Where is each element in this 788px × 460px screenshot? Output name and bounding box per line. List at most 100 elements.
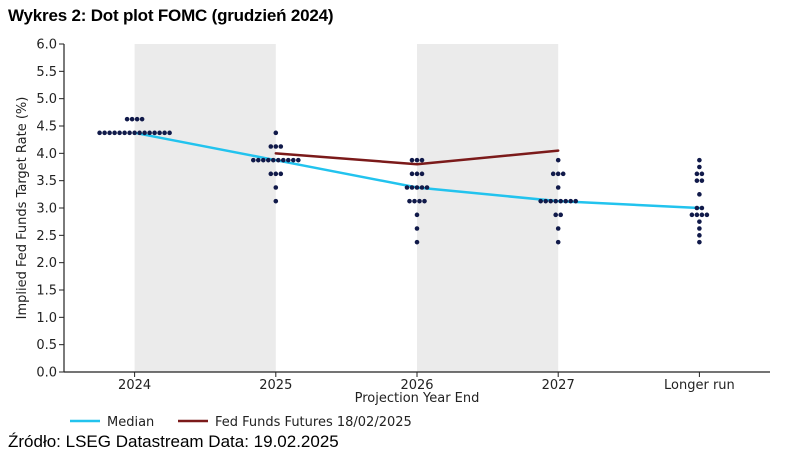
grid-band <box>417 44 559 372</box>
participant-dot <box>560 171 566 177</box>
participant-dot <box>563 198 568 204</box>
participant-dot <box>568 198 573 204</box>
y-tick-label: 4.5 <box>36 120 57 135</box>
participant-dot <box>112 130 117 136</box>
participant-dot <box>291 157 296 163</box>
participant-dot <box>417 198 422 204</box>
y-tick-label: 0.5 <box>36 338 57 353</box>
participant-dot <box>414 157 420 163</box>
legend-label-futures: Fed Funds Futures 18/02/2025 <box>215 415 412 430</box>
x-tick-label: 2025 <box>259 378 292 393</box>
participant-dot <box>694 205 700 211</box>
participant-dot <box>268 144 274 149</box>
participant-dot <box>689 212 695 218</box>
participant-dot <box>278 144 284 149</box>
x-axis-title: Projection Year End <box>355 391 480 406</box>
participant-dot <box>414 239 420 245</box>
participant-dot <box>697 233 702 238</box>
participant-dot <box>419 185 425 190</box>
participant-dot <box>699 178 705 183</box>
y-tick-label: 5.0 <box>36 92 57 107</box>
participant-dot <box>699 205 705 211</box>
y-tick-label: 4.0 <box>36 147 57 162</box>
participant-dot <box>704 212 710 218</box>
participant-dot <box>129 116 135 122</box>
participant-dot <box>281 157 286 163</box>
participant-dot <box>117 130 122 136</box>
y-tick-label: 2.0 <box>36 256 57 271</box>
participant-dot <box>694 178 700 183</box>
participant-dot <box>286 157 291 163</box>
participant-dot <box>555 226 561 231</box>
participant-dot <box>414 185 420 190</box>
y-tick-label: 3.0 <box>36 202 57 217</box>
participant-dot <box>553 198 558 204</box>
y-tick-label: 5.5 <box>36 65 57 80</box>
participant-dot <box>409 157 415 163</box>
participant-dot <box>697 164 702 170</box>
grid-band <box>134 44 276 372</box>
participant-dot <box>697 239 702 245</box>
legend-label-median: Median <box>107 415 154 430</box>
participant-dot <box>558 198 563 204</box>
y-tick-label: 0.0 <box>36 366 57 381</box>
participant-dot <box>266 157 271 163</box>
participant-dot <box>167 130 172 136</box>
participant-dot <box>271 157 276 163</box>
participant-dot <box>694 212 700 218</box>
participant-dot <box>414 171 420 177</box>
participant-dot <box>97 130 102 136</box>
participant-dot <box>261 157 266 163</box>
participant-dot <box>697 157 702 163</box>
participant-dot <box>139 116 145 122</box>
participant-dot <box>548 198 553 204</box>
participant-dot <box>414 226 420 231</box>
futures-line <box>274 149 560 166</box>
participant-dot <box>162 130 167 136</box>
participant-dot <box>550 171 556 177</box>
chart-title: Wykres 2: Dot plot FOMC (grudzień 2024) <box>8 6 334 25</box>
y-axis-title: Implied Fed Funds Target Rate (%) <box>15 97 30 320</box>
participant-dot <box>555 239 561 245</box>
participant-dot <box>697 226 702 231</box>
participant-dot <box>424 185 430 190</box>
participant-dot <box>538 198 543 204</box>
participant-dot <box>555 171 561 177</box>
participant-dot <box>694 171 700 177</box>
participant-dot <box>132 130 137 136</box>
participant-dot <box>699 212 705 218</box>
participant-dot <box>409 171 415 177</box>
participant-dot <box>422 198 427 204</box>
y-tick-label: 1.5 <box>36 284 57 299</box>
participant-dot <box>273 171 279 177</box>
participant-dot <box>255 157 261 163</box>
participant-dot <box>137 130 142 136</box>
participant-dot <box>296 157 301 163</box>
participant-dot <box>555 157 561 163</box>
participant-dot <box>276 157 281 163</box>
participant-dot <box>142 130 147 136</box>
participant-dot <box>102 130 107 136</box>
participant-dot <box>157 130 162 136</box>
participant-dot <box>273 185 279 190</box>
participant-dot <box>127 130 132 136</box>
participant-dot <box>273 130 279 136</box>
participant-dot <box>268 171 274 177</box>
participant-dot <box>124 116 130 122</box>
participant-dot <box>278 171 284 177</box>
participant-dot <box>107 130 112 136</box>
y-tick-label: 2.5 <box>36 229 57 244</box>
participant-dot <box>407 198 412 204</box>
participant-dot <box>555 185 561 190</box>
participant-dot <box>273 198 279 204</box>
x-tick-label: 2024 <box>118 378 151 393</box>
participant-dot <box>273 144 279 149</box>
x-tick-label: Longer run <box>664 378 735 393</box>
participant-dot <box>558 212 563 218</box>
participant-dot <box>122 130 127 136</box>
y-tick-label: 1.0 <box>36 311 57 326</box>
x-tick-label: 2027 <box>542 378 575 393</box>
source-note: Źródło: LSEG Datastream Data: 19.02.2025 <box>8 432 339 451</box>
x-tick-label: 2026 <box>400 378 433 393</box>
